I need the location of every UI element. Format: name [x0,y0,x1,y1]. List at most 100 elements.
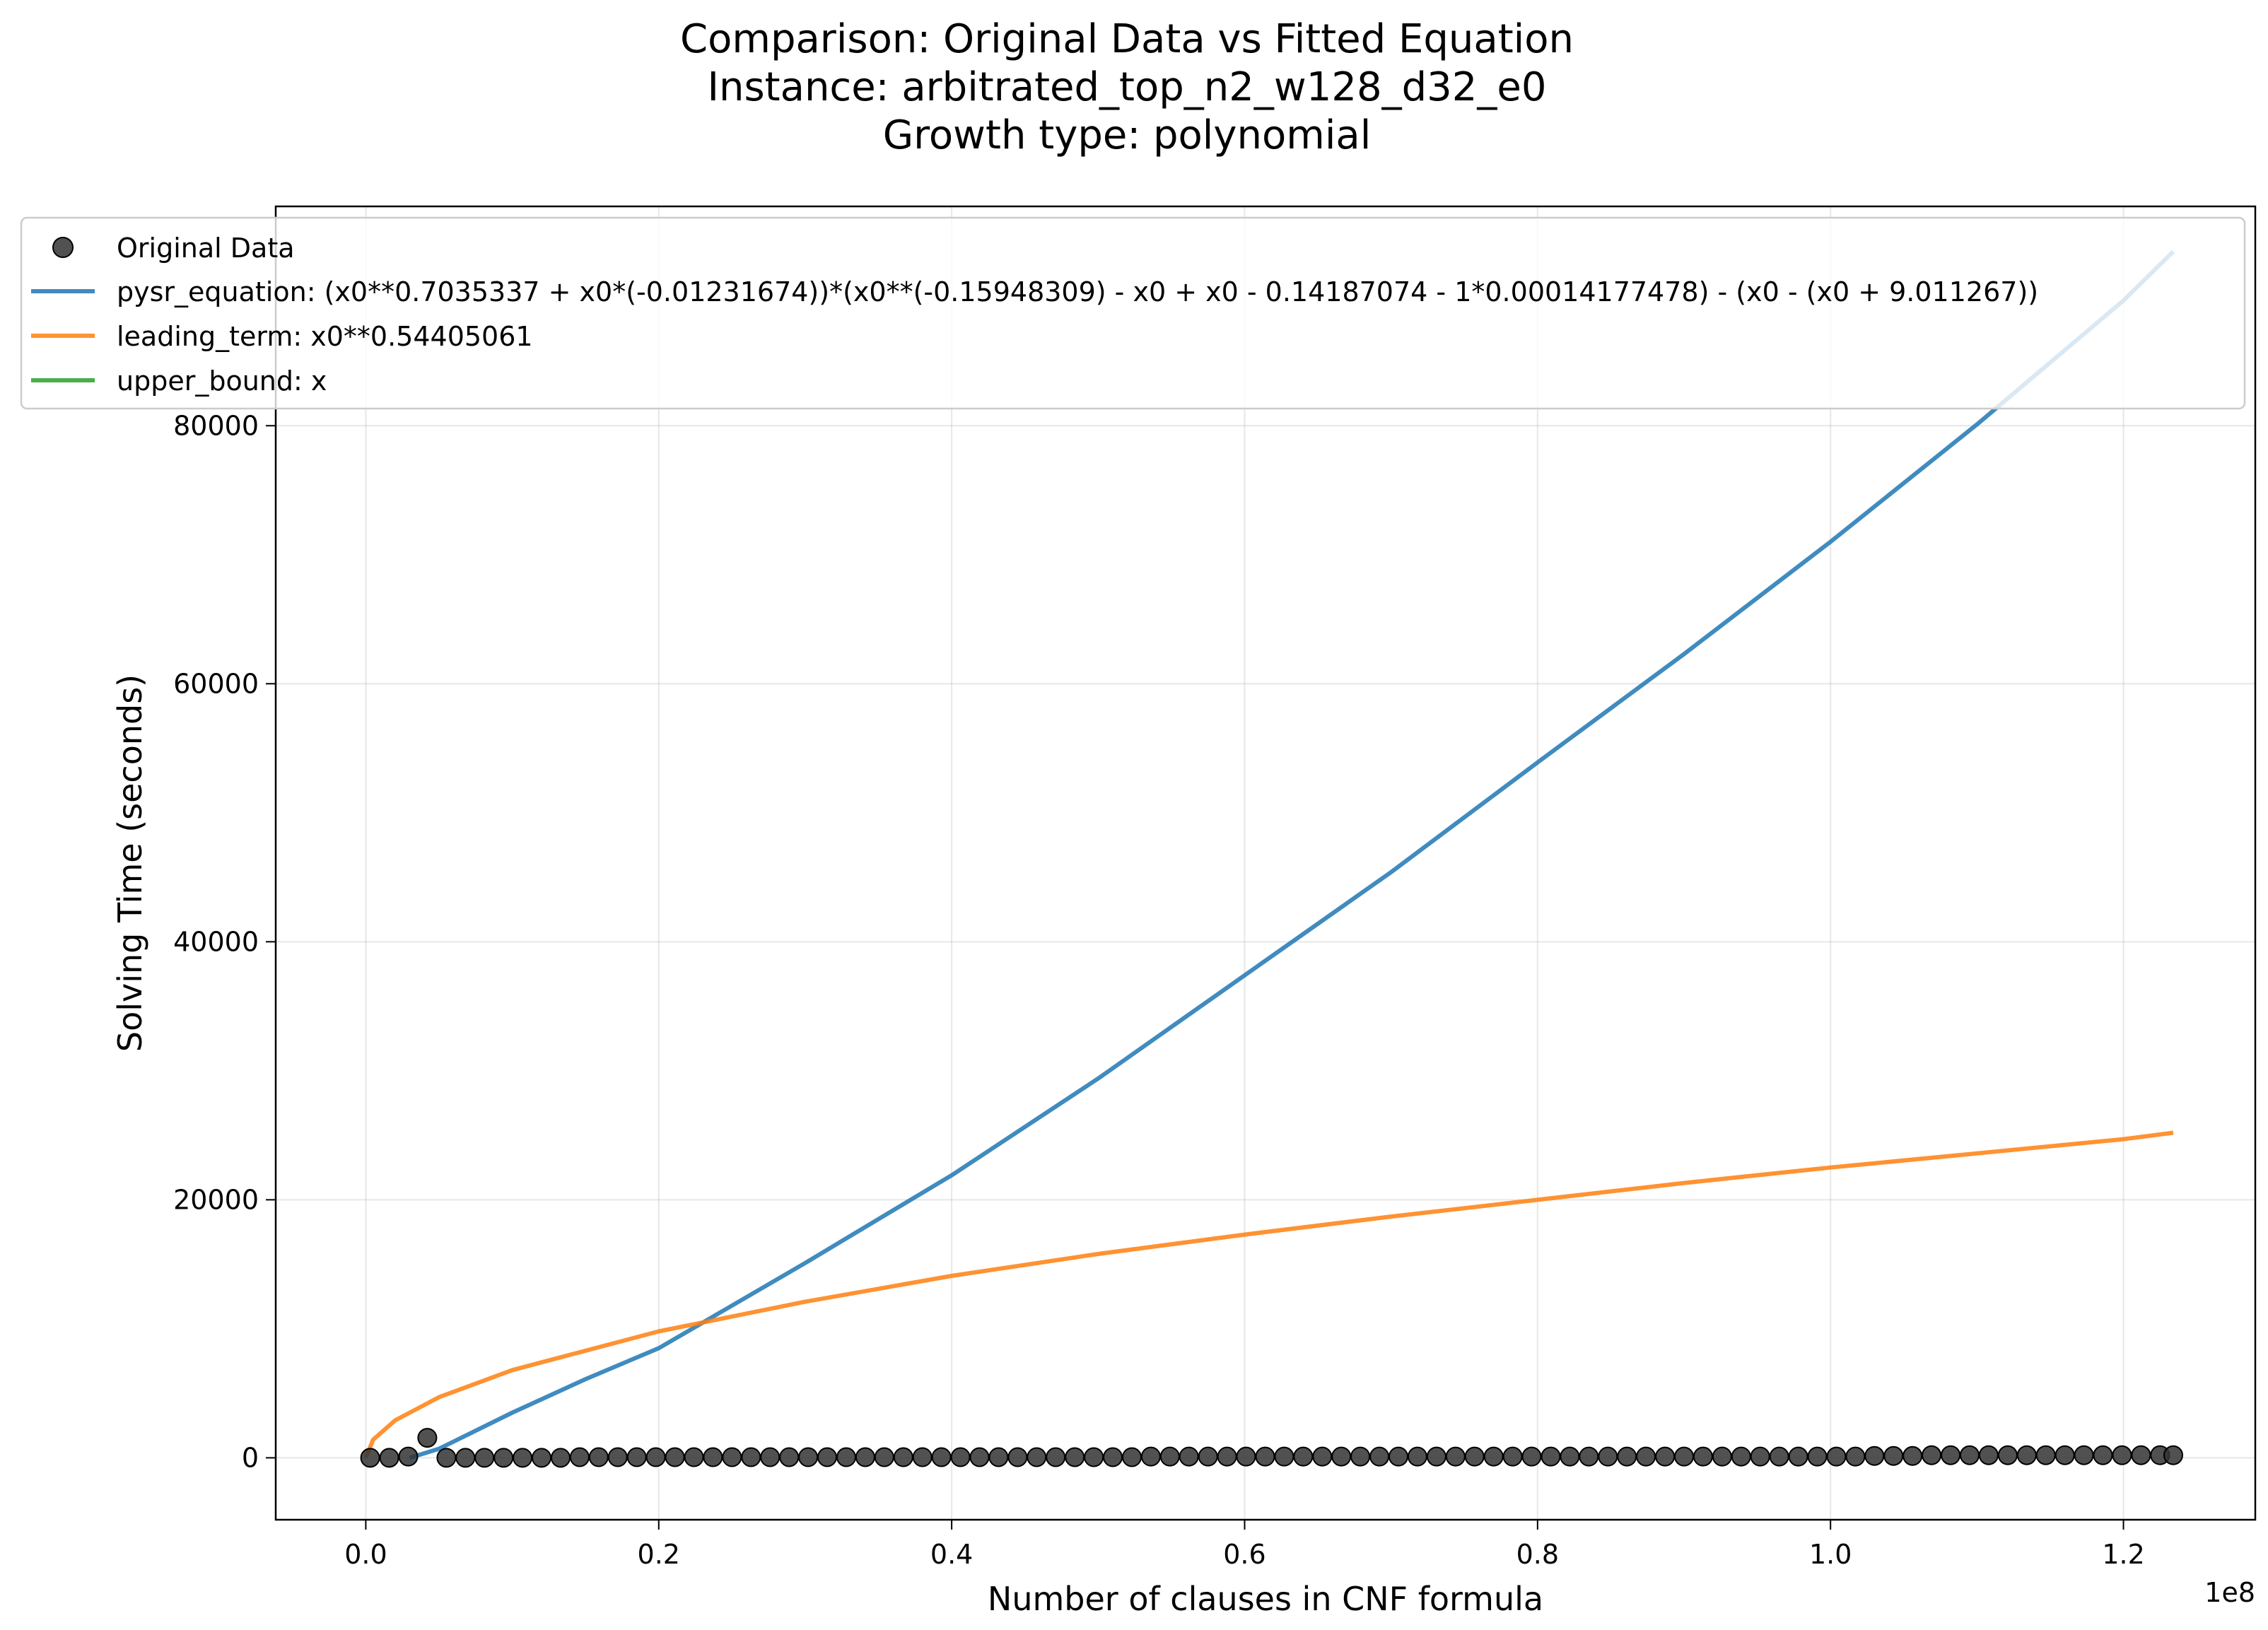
y-tick-label: 80000 [173,410,259,441]
x-tick-label: 0.8 [1516,1539,1559,1570]
data-point [817,1447,837,1467]
data-point [1065,1447,1085,1467]
legend-label-leading-term: leading_term: x0**0.54405061 [117,321,533,352]
chart-title-line-3: Growth type: polynomial [883,112,1372,158]
data-point [931,1447,952,1467]
data-point [1293,1446,1314,1467]
data-point [1426,1446,1446,1467]
data-point [474,1448,495,1468]
legend-label-original-data: Original Data [117,233,295,264]
x-axis: 0.0 0.2 0.4 0.6 0.8 1.0 1.2 [344,1520,2145,1570]
data-point [1046,1447,1066,1467]
data-point [950,1447,971,1467]
y-tick-label: 60000 [173,668,259,699]
y-axis: 0 20000 40000 60000 80000 [173,410,276,1473]
data-point [1389,1446,1408,1467]
data-point [1560,1446,1580,1467]
data-point [2074,1445,2094,1465]
legend-marker-original-data [52,237,74,258]
data-point [2163,1445,2183,1465]
legend-label-pysr-equation: pysr_equation: (x0**0.7035337 + x0*(-0.0… [117,276,2038,307]
data-point [2093,1445,2113,1465]
data-point [1960,1445,1980,1465]
data-point [1997,1445,2018,1465]
data-point [436,1448,457,1468]
data-point [722,1447,742,1467]
data-point [2131,1445,2151,1465]
data-point [1407,1446,1427,1467]
data-point [1331,1446,1352,1467]
y-tick-label: 40000 [173,926,259,957]
data-point [1541,1446,1561,1467]
series-line-leading-term [363,1130,2174,1459]
x-tick-label: 1.2 [2102,1539,2144,1570]
data-point [798,1447,819,1467]
data-point [1255,1446,1275,1467]
data-point [1826,1446,1847,1467]
data-point [513,1448,533,1468]
data-point [1693,1446,1713,1467]
legend: Original Data pysr_equation: (x0**0.7035… [20,216,2246,410]
data-point [1712,1446,1732,1467]
data-point [2016,1445,2037,1465]
data-point [1217,1446,1237,1467]
x-tick-label: 0.6 [1223,1539,1265,1570]
data-point [1312,1446,1333,1467]
data-point [912,1447,933,1467]
x-tick-label: 0.0 [344,1539,387,1570]
data-point [532,1448,551,1468]
data-point [1902,1446,1923,1466]
data-point [1617,1446,1637,1467]
data-point [1502,1446,1523,1467]
data-point [1655,1446,1676,1467]
data-point [588,1447,609,1467]
data-point [379,1448,399,1468]
data-point [1027,1447,1047,1467]
grid [276,206,2255,1520]
data-point [2054,1445,2075,1465]
data-point [1636,1446,1656,1467]
data-point [1369,1446,1390,1467]
data-point [684,1447,704,1467]
x-tick-label: 0.2 [638,1539,680,1570]
data-point [1122,1447,1142,1467]
data-point [1731,1446,1751,1467]
data-point [360,1448,380,1468]
data-point [1807,1446,1828,1467]
data-point [779,1447,800,1467]
data-point [1198,1446,1218,1467]
data-point [1236,1446,1256,1467]
data-point [703,1447,723,1467]
chart-title: Comparison: Original Data vs Fitted Equa… [680,16,1574,158]
chart-title-line-2: Instance: arbitrated_top_n2_w128_d32_e0 [707,64,1546,110]
plot-frame [274,205,2257,1521]
data-point [1159,1446,1180,1467]
legend-label-upper-bound: upper_bound: x [117,365,327,397]
data-point [760,1447,781,1467]
data-point [1598,1446,1618,1467]
data-point [645,1447,666,1467]
plot-area [360,250,2183,1468]
data-point [1769,1446,1789,1467]
series-line-pysr-equation [409,250,2175,1460]
data-point [607,1447,628,1467]
data-point [1483,1446,1504,1467]
data-point [969,1447,990,1467]
y-tick-label: 20000 [173,1184,259,1215]
data-point [1922,1445,1942,1465]
data-point [1788,1446,1808,1467]
data-point [1845,1446,1866,1467]
data-point [1521,1446,1542,1467]
data-point [1883,1446,1904,1466]
data-point [1274,1446,1294,1467]
data-point [551,1448,571,1468]
data-point [2112,1445,2132,1465]
data-point [417,1428,438,1448]
data-point [1350,1446,1371,1467]
data-point [1464,1446,1485,1467]
data-point [1864,1446,1885,1466]
data-point [1750,1446,1770,1467]
data-point [1941,1445,1961,1465]
data-point [2035,1445,2056,1465]
data-point [398,1446,419,1467]
